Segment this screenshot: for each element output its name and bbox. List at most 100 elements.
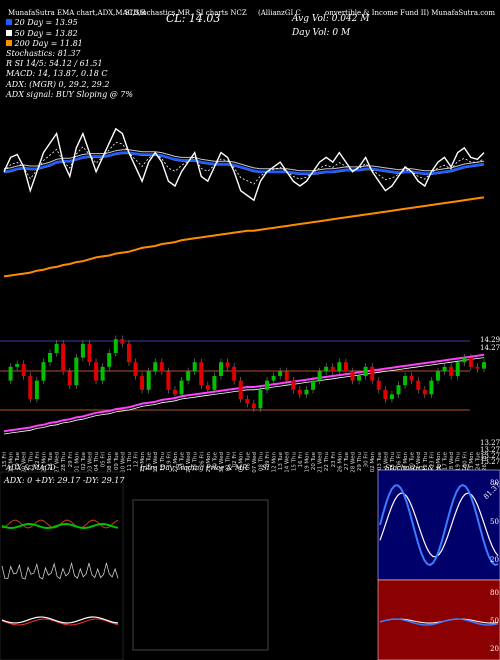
candle-body: [28, 376, 33, 399]
date-tick-label: 26 Tue: [48, 451, 54, 470]
ema200-label: 200 Day = 11.81: [6, 39, 83, 48]
adx-line: [1, 561, 119, 580]
stoch-panel-si: SI: [462, 464, 470, 472]
candle-body: [61, 343, 66, 372]
adx-lines: [1, 519, 119, 626]
date-tick-label: 01 Thu: [226, 452, 232, 471]
candle-body: [265, 380, 270, 390]
date-tick-label: 02 Mon: [370, 451, 376, 472]
candle-body: [133, 362, 138, 376]
date-tick-label: 26 Mon: [337, 451, 343, 472]
candle-body: [225, 362, 230, 367]
candle-body: [475, 366, 480, 369]
candle-body: [271, 376, 276, 381]
candle-body: [258, 389, 263, 409]
rsi-panel: [377, 579, 500, 660]
ema200-line: [3, 196, 485, 278]
candle-body: [159, 362, 164, 372]
candle-body: [140, 376, 145, 390]
ema20-label: 20 Day = 13.95: [6, 18, 78, 27]
candle-body: [363, 366, 368, 376]
stochastics-label: Stochastics: 81.37: [6, 49, 81, 58]
date-tick-label: 26 Fri: [199, 452, 205, 468]
date-tick-label: 10 Wed: [120, 452, 126, 473]
candle-body: [245, 399, 250, 404]
candle-body: [324, 366, 329, 372]
candle-body: [87, 343, 92, 363]
candle-body: [416, 380, 421, 390]
stochastics-d-line: [379, 492, 499, 558]
ema20-swatch: [6, 19, 12, 25]
candle-body: [435, 371, 440, 381]
candle-body: [429, 380, 434, 395]
date-tick-label: 22 Fri: [35, 452, 41, 468]
candle-body: [343, 362, 348, 372]
adx-signal-label: ADX signal: BUY Sloping @ 7%: [6, 90, 133, 99]
candle-body: [15, 364, 20, 367]
candle-body: [422, 389, 427, 395]
date-tick-label: 29 Mon: [206, 451, 212, 472]
candle-body: [74, 357, 79, 386]
date-tick-label: 30 Fri: [364, 452, 370, 468]
date-tick-label: 22 Thu: [324, 452, 330, 471]
date-tick-label: 09 Tue: [114, 451, 120, 470]
candle-body: [389, 394, 394, 399]
price-line: [3, 127, 485, 202]
intraday-panel-si: SI: [262, 464, 270, 472]
candle-body: [251, 403, 256, 409]
date-tick-label: 18 Wed: [449, 452, 455, 473]
date-tick-label: 29 Fri: [68, 452, 74, 468]
candle-body: [317, 371, 322, 381]
candle-body: [403, 376, 408, 386]
candle-body: [41, 362, 46, 381]
date-tick-label: 10 Tue: [410, 451, 416, 470]
candle-body: [284, 371, 289, 381]
candle-body: [113, 339, 118, 353]
date-tick-label: 15 Thu: [291, 452, 297, 471]
macd-line: [1, 616, 119, 624]
date-tick-label: 09 Mon: [403, 451, 409, 472]
avg-volume: Avg Vol: 0.042 M: [292, 14, 370, 24]
intraday-panel-title: Intra Day Trading Price & MR: [140, 464, 248, 472]
ema200-swatch: [6, 40, 12, 46]
candle-body: [146, 371, 151, 390]
adx-panel-values: ADX: 0 +DY: 29.17 -DY: 29.17: [4, 476, 125, 485]
candle-body: [442, 366, 447, 372]
date-tick-label: 19 Thu: [456, 452, 462, 471]
date-tick-label: 04 Wed: [383, 452, 389, 473]
date-tick-label: 27 Wed: [55, 452, 61, 473]
date-tick-label: 18 Thu: [160, 452, 166, 471]
candle-body: [357, 376, 362, 381]
adx-label: ADX: (MGR) 0, 29.2, 29.2: [6, 80, 110, 89]
candle-body: [172, 389, 177, 395]
candle-body: [330, 366, 335, 372]
date-tick-label: 15 Mon: [140, 451, 146, 472]
header-company-rest: onvertible & Income Fund II) MunafaSutra…: [325, 9, 495, 17]
date-tick-label: 30 Tue: [212, 451, 218, 470]
date-tick-label: 22 Mon: [173, 451, 179, 472]
candle-body: [376, 380, 381, 390]
stoch-tick-80: 80: [490, 479, 499, 487]
candle-body: [232, 366, 237, 381]
stochastics-lines: [379, 483, 499, 567]
date-tick-label: 12 Mon: [272, 451, 278, 472]
ema20-line: [3, 151, 485, 175]
candle-body: [383, 389, 388, 399]
macd-signal-line: [1, 618, 119, 626]
candle-body: [179, 380, 184, 395]
candle-body: [205, 385, 210, 390]
candle-body: [21, 364, 26, 376]
candle-body: [8, 366, 13, 381]
candle-body: [107, 353, 112, 367]
candle-body: [34, 380, 39, 399]
date-tick-label: 12 Fri: [134, 452, 140, 468]
candle-body: [166, 371, 171, 390]
date-tick-label: 05 Thu: [390, 452, 396, 471]
smoothed-price-line: [3, 141, 485, 185]
rsi-tick-80: 80: [490, 589, 499, 597]
date-tick-label: 05 Fri: [101, 452, 107, 468]
date-tick-label: 25 Thu: [193, 452, 199, 471]
rsi-tick-50: 50: [490, 617, 499, 625]
candle-body: [94, 362, 99, 381]
rsi-lines: [379, 618, 499, 626]
